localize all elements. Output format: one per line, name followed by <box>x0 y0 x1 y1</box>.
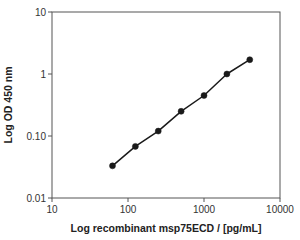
x-tick <box>204 198 205 202</box>
y-tick-label: 1 <box>40 69 46 80</box>
data-point <box>155 128 161 134</box>
x-tick-label: 1000 <box>193 204 216 215</box>
chart-container: 10 100 1000 10000 0.01 0.10 1 10 Log recombinant… <box>0 0 300 240</box>
data-point <box>201 93 207 99</box>
y-tick-label: 10 <box>35 7 47 18</box>
data-point <box>178 108 184 114</box>
y-tick <box>48 74 52 75</box>
x-tick <box>128 198 129 202</box>
plot-area <box>109 57 252 169</box>
y-tick <box>48 198 52 199</box>
axes: 10 100 1000 10000 0.01 0.10 1 10 <box>27 7 295 216</box>
x-tick <box>52 198 53 202</box>
x-tick-label: 10 <box>46 204 58 215</box>
data-line <box>112 60 249 166</box>
y-axis-label: Log OD 450 nm <box>2 66 14 143</box>
y-tick <box>48 12 52 13</box>
data-point <box>132 143 138 149</box>
y-tick-label: 0.01 <box>27 193 47 204</box>
y-tick <box>48 136 52 137</box>
x-tick-label: 100 <box>120 204 137 215</box>
data-point <box>224 71 230 77</box>
data-point <box>247 57 253 63</box>
x-axis-label: Log recombinant msp75ECD / [pg/mL] <box>71 222 262 234</box>
chart-svg: 10 100 1000 10000 0.01 0.10 1 10 Log recombinant… <box>0 0 300 240</box>
x-tick-label: 10000 <box>266 204 294 215</box>
x-tick <box>280 198 281 202</box>
data-point <box>109 163 115 169</box>
plot-frame <box>52 12 280 198</box>
y-tick-label: 0.10 <box>27 131 47 142</box>
